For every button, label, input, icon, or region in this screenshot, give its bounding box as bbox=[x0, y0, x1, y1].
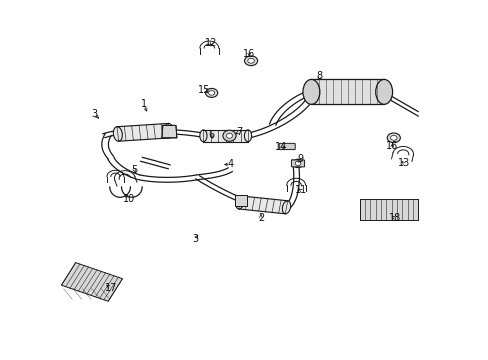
Text: 4: 4 bbox=[227, 159, 233, 170]
Text: 3: 3 bbox=[91, 109, 97, 119]
Ellipse shape bbox=[375, 80, 392, 104]
Polygon shape bbox=[162, 125, 177, 138]
Ellipse shape bbox=[235, 196, 244, 209]
Text: 3: 3 bbox=[192, 234, 198, 244]
Text: 6: 6 bbox=[208, 130, 214, 140]
Circle shape bbox=[247, 58, 254, 63]
Polygon shape bbox=[235, 194, 247, 206]
Polygon shape bbox=[359, 199, 418, 220]
Circle shape bbox=[205, 89, 217, 98]
Text: 12: 12 bbox=[205, 39, 217, 49]
Text: 11: 11 bbox=[294, 185, 306, 195]
Text: 7: 7 bbox=[236, 127, 243, 136]
Polygon shape bbox=[238, 196, 287, 214]
Ellipse shape bbox=[223, 130, 236, 141]
Polygon shape bbox=[61, 263, 122, 301]
Text: 18: 18 bbox=[388, 213, 400, 223]
Ellipse shape bbox=[226, 133, 232, 138]
Circle shape bbox=[386, 133, 400, 143]
Circle shape bbox=[208, 91, 214, 95]
Text: 10: 10 bbox=[123, 194, 135, 204]
Ellipse shape bbox=[282, 201, 290, 214]
Text: 17: 17 bbox=[104, 283, 117, 293]
Ellipse shape bbox=[164, 123, 173, 138]
FancyBboxPatch shape bbox=[279, 143, 295, 150]
Text: 9: 9 bbox=[297, 154, 303, 164]
Ellipse shape bbox=[303, 80, 319, 104]
Text: 15: 15 bbox=[198, 85, 210, 95]
Text: 13: 13 bbox=[397, 158, 409, 168]
Polygon shape bbox=[311, 80, 384, 104]
FancyBboxPatch shape bbox=[291, 160, 304, 167]
Polygon shape bbox=[203, 130, 247, 141]
Circle shape bbox=[295, 161, 300, 166]
Text: 16: 16 bbox=[243, 49, 255, 59]
Text: 1: 1 bbox=[140, 99, 146, 109]
Ellipse shape bbox=[113, 127, 122, 141]
Ellipse shape bbox=[244, 130, 251, 141]
Ellipse shape bbox=[200, 130, 206, 141]
Text: 8: 8 bbox=[316, 71, 322, 81]
Circle shape bbox=[292, 159, 303, 167]
Text: 14: 14 bbox=[274, 142, 286, 152]
Text: 16: 16 bbox=[386, 141, 398, 151]
Text: 5: 5 bbox=[131, 165, 137, 175]
Text: 2: 2 bbox=[257, 213, 264, 223]
Polygon shape bbox=[117, 123, 170, 141]
Circle shape bbox=[390, 135, 396, 140]
Circle shape bbox=[244, 56, 257, 66]
